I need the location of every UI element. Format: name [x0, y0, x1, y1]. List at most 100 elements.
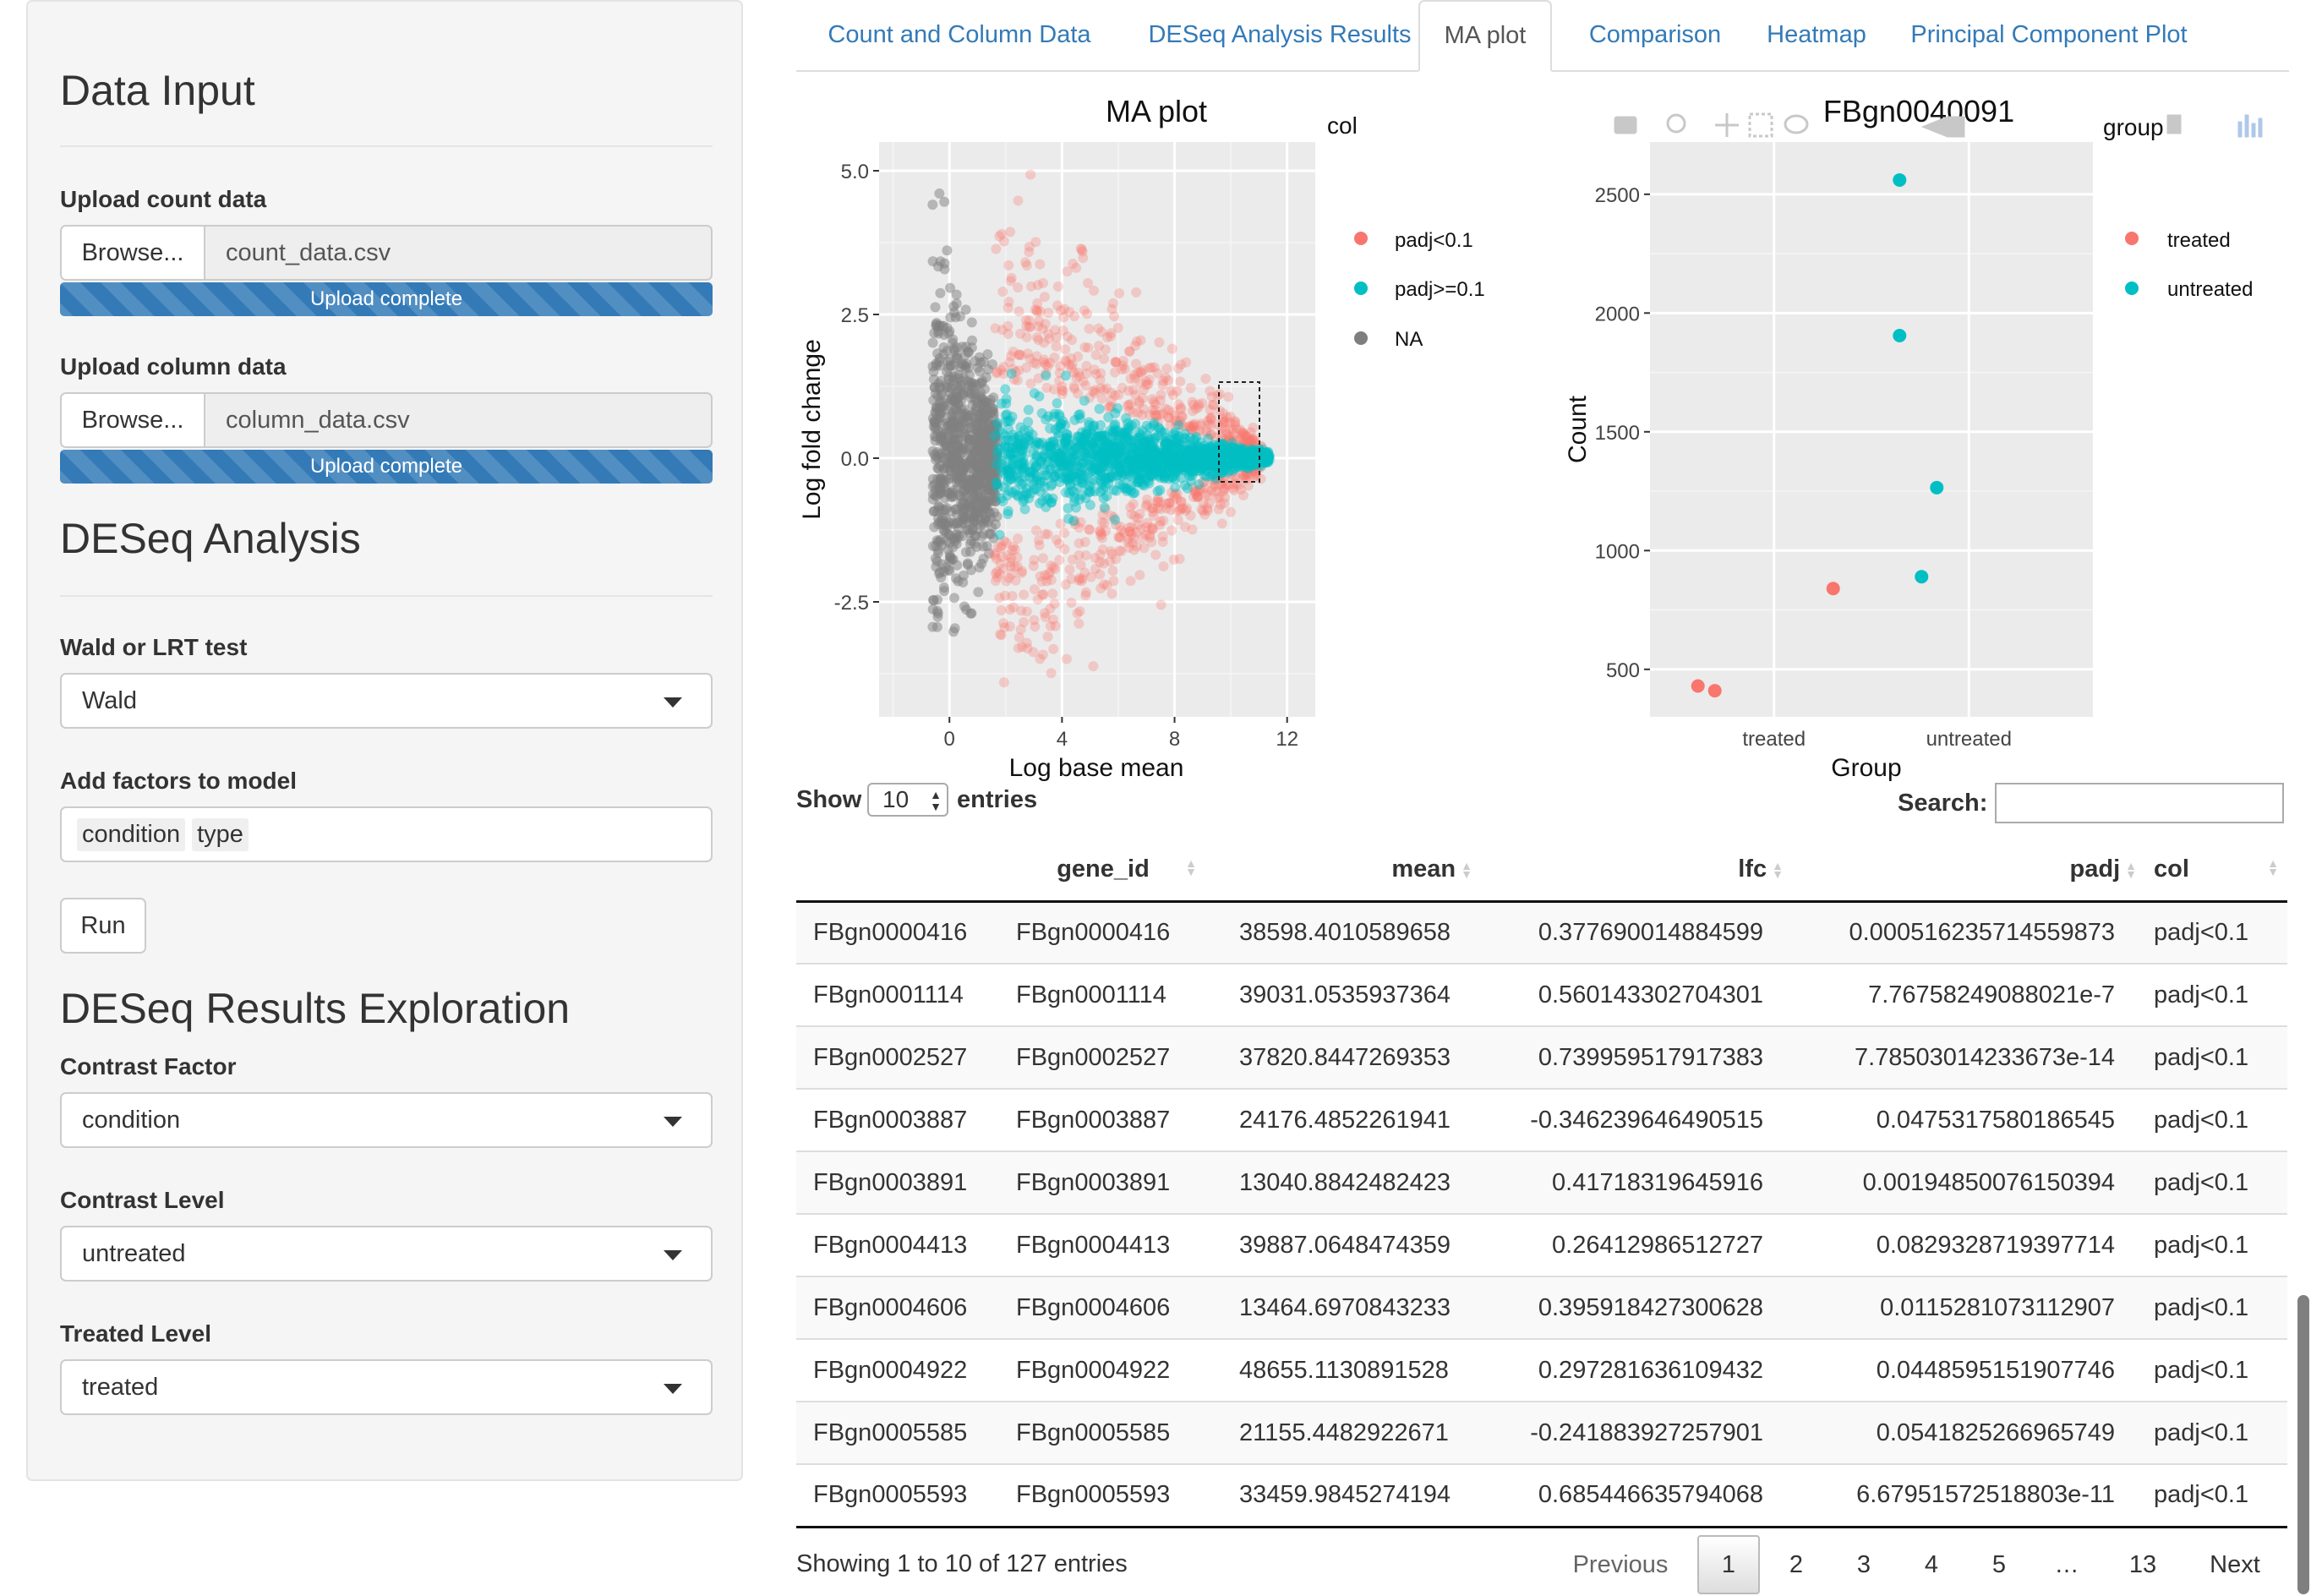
tab-deseq-results[interactable]: DESeq Analysis Results — [1148, 21, 1412, 48]
treated-level-select[interactable]: treated — [60, 1359, 713, 1415]
ma-point — [1174, 415, 1185, 426]
ma-point — [997, 325, 1008, 336]
tab-heatmap[interactable]: Heatmap — [1767, 21, 1866, 48]
ma-point — [1064, 479, 1075, 490]
run-button[interactable]: Run — [60, 898, 146, 954]
ma-point — [939, 258, 950, 269]
ma-point — [1250, 450, 1261, 461]
page-button[interactable]: 3 — [1856, 1550, 1871, 1578]
factor-chip[interactable]: condition — [77, 817, 186, 851]
table-row[interactable]: FBgn0000416 FBgn0000416 38598.4010589658 0.… — [796, 900, 2287, 964]
search-input[interactable] — [1995, 783, 2284, 823]
column-header-rowname[interactable] — [796, 839, 999, 903]
count-point[interactable] — [1691, 679, 1705, 693]
ma-point — [1224, 452, 1235, 463]
ma-point — [1206, 412, 1217, 423]
ma-point — [1068, 516, 1079, 527]
ma-point — [1157, 380, 1168, 391]
ma-point — [1219, 418, 1230, 429]
count-point[interactable] — [1893, 172, 1907, 187]
toggle-spikelines-icon[interactable] — [2166, 114, 2182, 134]
count-point[interactable] — [1930, 480, 1944, 495]
column-browse-button[interactable]: Browse... — [62, 394, 205, 446]
ma-point — [1148, 455, 1159, 466]
ma-point — [1185, 382, 1196, 393]
ma-point — [1074, 575, 1084, 586]
count-point[interactable] — [1915, 570, 1929, 584]
ma-point — [1171, 439, 1182, 450]
ma-point — [1031, 331, 1042, 342]
table-row[interactable]: FBgn0003887 FBgn0003887 24176.4852261941 -0… — [796, 1088, 2287, 1151]
count-point[interactable] — [1893, 329, 1907, 343]
ma-point — [1005, 416, 1016, 427]
count-browse-button[interactable]: Browse... — [62, 227, 205, 279]
pan-icon[interactable] — [1715, 113, 1739, 137]
table-row[interactable]: FBgn0001114 FBgn0001114 39031.0535937364 0.… — [796, 963, 2287, 1026]
ma-point — [1095, 420, 1106, 431]
page-button[interactable]: 13 — [2128, 1550, 2157, 1578]
tab-ma-plot[interactable]: MA plot — [1418, 0, 1552, 72]
count-point[interactable] — [1707, 684, 1722, 698]
next-page-button[interactable]: Next — [2210, 1550, 2260, 1578]
tab-pca-plot[interactable]: Principal Component Plot — [1910, 21, 2188, 48]
previous-page-button[interactable]: Previous — [1572, 1550, 1669, 1578]
ma-point — [936, 572, 947, 583]
column-header-mean[interactable]: mean ▲ ▼ — [1207, 839, 1493, 903]
ma-point — [1128, 532, 1139, 543]
tab-count-column-data[interactable]: Count and Column Data — [828, 21, 1091, 48]
count-point[interactable] — [1826, 582, 1840, 596]
cell-rowname: FBgn0003891 — [796, 1151, 999, 1214]
ma-point — [1063, 468, 1074, 479]
ma-point — [1148, 471, 1159, 482]
column-file-input[interactable]: Browse... column_data.csv — [60, 392, 713, 448]
ma-point — [1249, 471, 1260, 482]
ma-x-axis-label: Log base mean — [1009, 754, 1184, 782]
count-file-input[interactable]: Browse... count_data.csv — [60, 225, 713, 281]
column-header-padj[interactable]: padj ▲ ▼ — [1789, 839, 2140, 903]
ma-point — [951, 504, 962, 515]
box-select-icon[interactable] — [1748, 112, 1773, 138]
ma-point — [1154, 451, 1165, 462]
page-button[interactable]: 5 — [1991, 1550, 2007, 1578]
ma-point — [1084, 487, 1095, 498]
ma-point — [1183, 421, 1194, 432]
table-row[interactable]: FBgn0005593 FBgn0005593 33459.9845274194 0.… — [796, 1463, 2287, 1528]
factor-chip[interactable]: type — [192, 817, 249, 851]
table-row[interactable]: FBgn0005585 FBgn0005585 21155.4482922671 -0… — [796, 1401, 2287, 1464]
page-button[interactable]: 4 — [1924, 1550, 1939, 1578]
ma-point — [1172, 515, 1183, 526]
page-button[interactable]: 2 — [1789, 1550, 1804, 1578]
ma-point — [1134, 398, 1145, 409]
camera-icon[interactable] — [1614, 116, 1637, 134]
table-row[interactable]: FBgn0004413 FBgn0004413 39887.0648474359 0.… — [796, 1213, 2287, 1276]
contrast-level-select[interactable]: untreated — [60, 1226, 713, 1282]
ma-point — [1144, 458, 1155, 469]
page-button-current[interactable]: 1 — [1697, 1535, 1760, 1594]
lasso-icon[interactable] — [1784, 114, 1809, 134]
column-header-gene-id[interactable]: gene_id ▲ ▼ — [999, 839, 1207, 903]
page-length-select[interactable]: 10 ▲ ▼ — [867, 783, 948, 817]
table-row[interactable]: FBgn0003891 FBgn0003891 13040.8842482423 0.… — [796, 1151, 2287, 1214]
column-header-lfc[interactable]: lfc ▲ ▼ — [1493, 839, 1789, 903]
test-select[interactable]: Wald — [60, 673, 713, 729]
ma-point — [1060, 467, 1071, 478]
ma-point — [952, 518, 963, 529]
table-row[interactable]: FBgn0004606 FBgn0004606 13464.6970843233 0.… — [796, 1276, 2287, 1339]
ma-point — [1095, 448, 1106, 459]
table-row[interactable]: FBgn0004922 FBgn0004922 48655.1130891528 0.… — [796, 1338, 2287, 1402]
ma-point — [1144, 374, 1155, 385]
cell-col: padj<0.1 — [2140, 963, 2287, 1026]
table-row[interactable]: FBgn0002527 FBgn0002527 37820.8447269353 0.… — [796, 1025, 2287, 1089]
ma-point — [1156, 426, 1166, 437]
ma-point — [1128, 456, 1139, 467]
ma-point — [1177, 411, 1188, 422]
ma-point — [1109, 420, 1120, 431]
scrollbar-thumb[interactable] — [2297, 1295, 2309, 1594]
contrast-factor-select[interactable]: condition — [60, 1092, 713, 1148]
tab-comparison[interactable]: Comparison — [1588, 21, 1722, 48]
column-header-col[interactable]: col ▲ ▼ — [2140, 839, 2287, 903]
factors-input[interactable]: condition type — [60, 806, 713, 862]
ma-point — [1224, 434, 1235, 445]
ma-point — [1104, 453, 1115, 464]
zoom-icon[interactable] — [1666, 113, 1686, 134]
